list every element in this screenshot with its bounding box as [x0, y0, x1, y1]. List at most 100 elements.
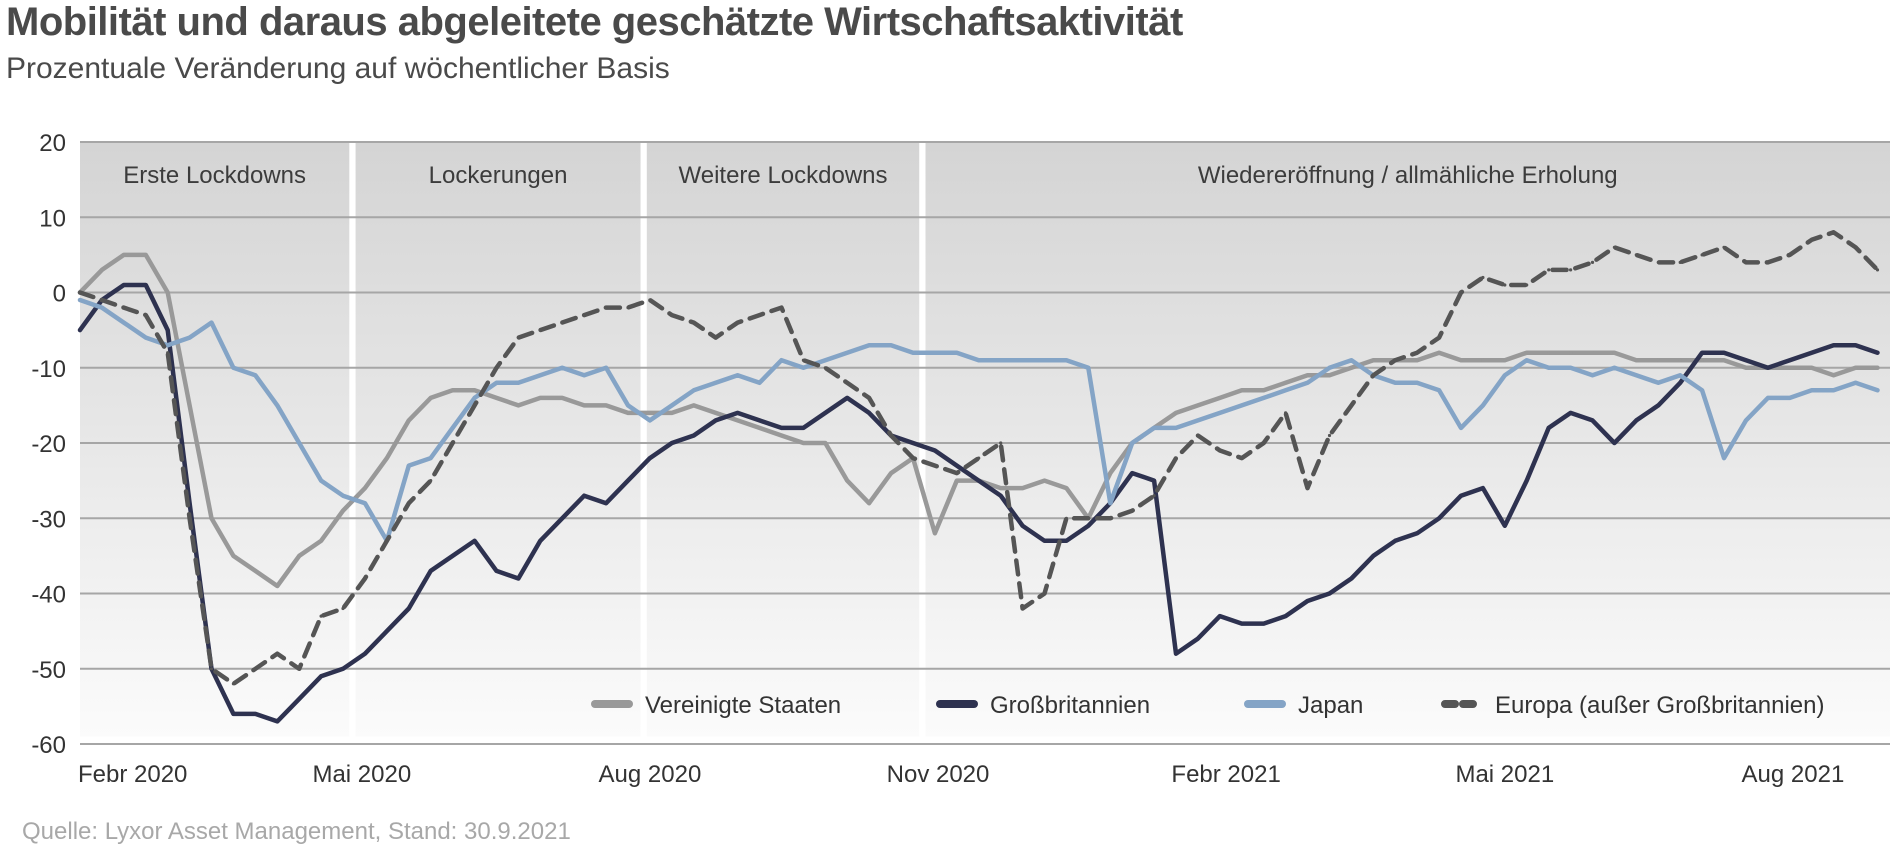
data-point	[1810, 388, 1814, 392]
data-point	[1832, 373, 1836, 377]
data-point	[779, 433, 784, 438]
data-point	[451, 441, 455, 445]
legend-label: Großbritannien	[990, 692, 1150, 719]
data-point	[1108, 471, 1112, 475]
data-point	[319, 614, 323, 618]
y-tick-label: 10	[39, 205, 66, 232]
data-point	[823, 411, 827, 415]
x-tick-label: Febr 2020	[78, 761, 187, 788]
data-point	[1590, 373, 1595, 377]
data-point	[516, 381, 521, 385]
data-point	[1788, 396, 1792, 400]
data-point	[1459, 358, 1463, 362]
data-point	[122, 306, 126, 310]
legend-label: Europa (außer Großbritannien)	[1495, 692, 1824, 719]
data-point	[823, 441, 827, 445]
data-point	[757, 418, 762, 422]
data-point	[1042, 479, 1047, 483]
data-point	[166, 343, 170, 347]
data-point	[451, 554, 455, 558]
data-point	[494, 366, 499, 370]
y-tick-label: -50	[31, 657, 66, 684]
phase-band	[80, 142, 350, 737]
data-point	[1612, 366, 1616, 370]
data-point	[1766, 260, 1770, 264]
data-point	[999, 494, 1003, 498]
data-point	[275, 652, 279, 656]
data-point	[1854, 366, 1858, 370]
data-point	[1174, 426, 1178, 430]
data-point	[253, 569, 257, 573]
data-point	[670, 313, 674, 317]
data-point	[166, 328, 170, 332]
data-point	[1371, 358, 1375, 362]
data-point	[1240, 388, 1244, 392]
data-point	[1371, 554, 1375, 558]
data-point	[1678, 358, 1682, 362]
data-point	[714, 411, 718, 415]
data-point	[122, 283, 126, 287]
data-point	[648, 418, 652, 422]
data-point	[1547, 351, 1551, 355]
data-point	[1700, 358, 1704, 362]
data-point	[911, 351, 915, 355]
data-point	[1130, 509, 1134, 513]
data-point	[1021, 606, 1025, 611]
data-point	[1415, 531, 1419, 535]
data-point	[78, 328, 82, 332]
data-point	[736, 418, 740, 422]
data-point	[363, 501, 367, 505]
legend-label: Vereinigte Staaten	[645, 692, 841, 719]
data-point	[188, 516, 192, 520]
data-point	[1875, 366, 1880, 370]
data-point	[648, 456, 652, 460]
data-point	[1612, 245, 1616, 249]
data-point	[538, 373, 542, 377]
data-point	[757, 381, 762, 385]
data-point	[626, 403, 630, 407]
data-point	[1700, 388, 1704, 392]
data-point	[1678, 373, 1682, 377]
phase-band	[355, 142, 641, 737]
data-point	[231, 712, 235, 716]
data-point	[999, 486, 1003, 490]
data-point	[1327, 373, 1332, 377]
data-point	[494, 569, 499, 573]
data-point	[494, 396, 499, 400]
data-point	[1722, 351, 1726, 355]
data-point	[1547, 426, 1551, 430]
data-point	[1240, 456, 1244, 460]
data-point	[604, 306, 608, 310]
data-point	[1174, 652, 1178, 656]
data-point	[1875, 351, 1880, 355]
x-axis: Febr 2020 Mai 2020 Aug 2020 Nov 2020 Febr 20…	[78, 761, 1844, 788]
data-point	[473, 403, 477, 407]
data-point	[1525, 283, 1529, 287]
data-point	[560, 396, 564, 400]
data-point	[1569, 351, 1573, 355]
data-point	[626, 306, 630, 310]
data-point	[1744, 260, 1748, 264]
data-point	[933, 464, 937, 468]
data-point	[1196, 403, 1200, 407]
y-tick-label: 0	[53, 281, 66, 308]
data-point	[429, 396, 433, 400]
data-point	[1349, 366, 1353, 370]
y-tick-label: -40	[31, 582, 66, 609]
y-tick-label: -10	[31, 356, 66, 383]
data-point	[297, 441, 301, 445]
data-point	[1569, 268, 1573, 272]
data-point	[122, 253, 126, 257]
data-point	[845, 381, 849, 385]
data-point	[1437, 516, 1441, 520]
data-point	[253, 373, 257, 377]
data-point	[604, 403, 608, 407]
data-point	[1415, 351, 1419, 355]
data-point	[1459, 426, 1463, 430]
data-point	[1305, 599, 1310, 603]
data-point	[1218, 396, 1222, 400]
data-point	[144, 336, 148, 340]
data-point	[1327, 366, 1332, 370]
data-point	[451, 426, 455, 430]
data-point	[1130, 471, 1134, 475]
